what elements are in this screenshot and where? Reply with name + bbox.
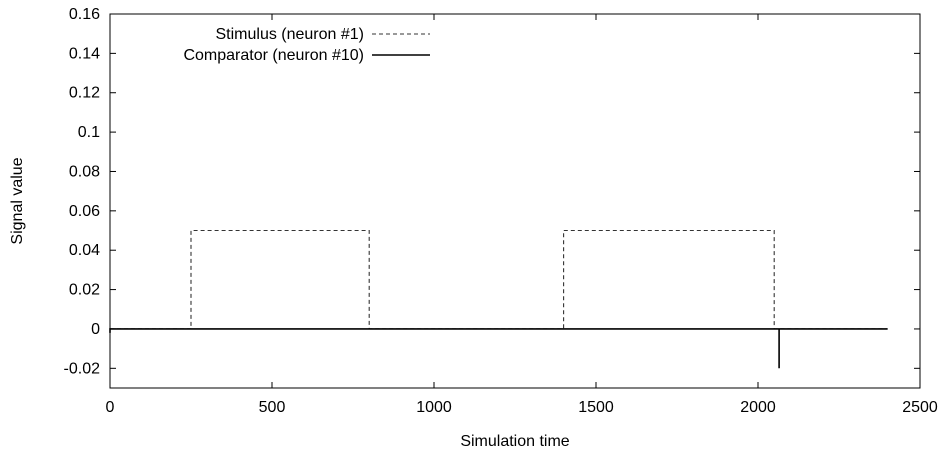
legend-label-2: Comparator (neuron #10)	[183, 47, 364, 64]
y-tick-label: 0.14	[69, 45, 100, 62]
y-tick-label: 0	[91, 321, 100, 338]
y-tick-label: -0.02	[64, 360, 101, 377]
x-axis-label: Simulation time	[460, 433, 569, 450]
x-tick-label: 2000	[740, 399, 776, 416]
y-tick-label: 0.06	[69, 203, 100, 220]
series-line-1	[110, 229, 888, 330]
y-tick-label: 0.12	[69, 85, 100, 102]
y-tick-label: 0.04	[69, 242, 100, 259]
y-axis-ticks: -0.02 0 0.02 0.04 0.06 0.08 0.1 0.12 0.14 0.16	[64, 6, 920, 377]
y-tick-label: 0.08	[69, 163, 100, 180]
x-tick-label: 1000	[416, 399, 452, 416]
series-line-2	[109, 328, 888, 369]
x-tick-label: 0	[106, 399, 115, 416]
y-tick-label: 0.02	[69, 282, 100, 299]
y-axis-label: Signal value	[9, 157, 26, 244]
y-tick-label: 0.1	[78, 124, 100, 141]
legend-label-1: Stimulus (neuron #1)	[215, 26, 364, 43]
x-axis-ticks: 0 500 1000 1500 2000 2500	[106, 14, 938, 416]
x-tick-label: 1500	[578, 399, 614, 416]
x-tick-label: 2500	[902, 399, 938, 416]
x-tick-label: 500	[259, 399, 286, 416]
legend: Stimulus (neuron #1) Comparator (neuron #…	[183, 26, 430, 64]
plot-frame	[109, 13, 921, 389]
y-tick-label: 0.16	[69, 6, 100, 23]
series-layer	[109, 229, 888, 369]
